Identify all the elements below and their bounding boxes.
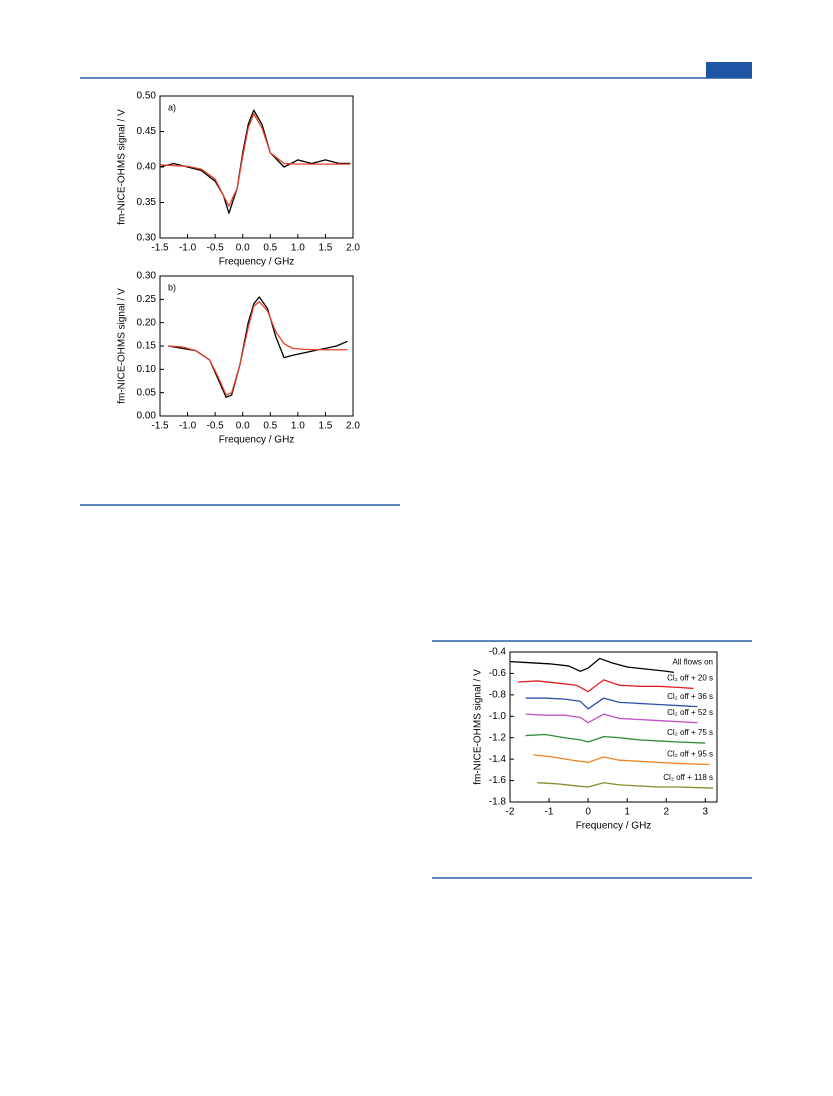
y-tick-label: 0.35 bbox=[137, 197, 157, 208]
y-tick-label: 0.20 bbox=[137, 317, 157, 328]
header-tab bbox=[706, 62, 752, 78]
trace-label: Cl₂ off + 52 s bbox=[667, 708, 713, 717]
trace-label: Cl₂ off + 36 s bbox=[667, 692, 713, 701]
trace-label: All flows on bbox=[673, 657, 713, 666]
x-tick-label: 2.0 bbox=[346, 421, 360, 432]
x-tick-label: 1 bbox=[624, 807, 630, 818]
plot-frame bbox=[509, 651, 718, 803]
x-tick-label: 0.0 bbox=[236, 243, 250, 254]
y-tick-label: -1.4 bbox=[489, 754, 507, 765]
data-line bbox=[509, 657, 675, 674]
y-tick-label: 0.40 bbox=[137, 162, 157, 173]
y-tick-label: 0.10 bbox=[137, 364, 157, 375]
data-line bbox=[537, 782, 714, 789]
trace-label: Cl₂ off + 75 s bbox=[667, 728, 713, 737]
x-tick-label: -1 bbox=[545, 807, 554, 818]
x-tick-label: -1.0 bbox=[179, 243, 197, 254]
y-axis-label: fm-NICE-OHMS signal / V bbox=[117, 109, 128, 225]
x-tick-label: 1.5 bbox=[318, 421, 332, 432]
y-axis-label: fm-NICE-OHMS signal / V bbox=[117, 288, 128, 404]
data-line bbox=[168, 301, 348, 396]
x-tick-label: 3 bbox=[703, 807, 709, 818]
x-axis-label: Frequency / GHz bbox=[576, 821, 652, 832]
trace-label: Cl₂ off + 118 s bbox=[663, 773, 713, 782]
x-tick-label: 0.5 bbox=[263, 243, 277, 254]
panel-label: a) bbox=[168, 102, 176, 112]
x-tick-label: 2 bbox=[663, 807, 669, 818]
plot-frame bbox=[159, 275, 354, 417]
x-tick-label: 0.5 bbox=[263, 421, 277, 432]
y-tick-label: -0.8 bbox=[489, 689, 507, 700]
data-line bbox=[525, 733, 706, 744]
x-tick-label: -1.5 bbox=[151, 243, 169, 254]
x-tick-label: 1.5 bbox=[318, 243, 332, 254]
trace-label: Cl₂ off + 20 s bbox=[667, 674, 713, 683]
data-line bbox=[533, 754, 710, 766]
y-tick-label: 0.05 bbox=[137, 387, 157, 398]
y-tick-label: -1.0 bbox=[489, 711, 507, 722]
x-tick-label: -1.5 bbox=[151, 421, 169, 432]
y-tick-label: 0.45 bbox=[137, 126, 157, 137]
y-tick-label: -0.4 bbox=[489, 647, 507, 658]
x-axis-label: Frequency / GHz bbox=[219, 257, 295, 268]
x-tick-label: -0.5 bbox=[207, 243, 225, 254]
y-tick-label: 0.30 bbox=[137, 233, 157, 244]
x-axis-label: Frequency / GHz bbox=[219, 435, 295, 446]
data-line bbox=[159, 113, 351, 207]
y-tick-label: -1.6 bbox=[489, 775, 507, 786]
data-line bbox=[168, 296, 348, 398]
x-tick-label: -1.0 bbox=[179, 421, 197, 432]
y-tick-label: 0.50 bbox=[137, 91, 157, 102]
x-tick-label: 0.0 bbox=[236, 421, 250, 432]
y-tick-label: 0.25 bbox=[137, 294, 157, 305]
y-tick-label: -1.8 bbox=[489, 797, 507, 808]
y-tick-label: -0.6 bbox=[489, 668, 507, 679]
y-tick-label: 0.30 bbox=[137, 271, 157, 282]
data-line bbox=[517, 679, 694, 693]
y-tick-label: -1.2 bbox=[489, 732, 507, 743]
y-tick-label: 0.00 bbox=[137, 411, 157, 422]
trace-label: Cl₂ off + 95 s bbox=[667, 750, 713, 759]
x-tick-label: 1.0 bbox=[291, 243, 305, 254]
data-line bbox=[525, 713, 698, 724]
data-line bbox=[525, 697, 698, 710]
x-tick-label: 1.0 bbox=[291, 421, 305, 432]
x-tick-label: -2 bbox=[506, 807, 515, 818]
y-axis-label: fm-NICE-OHMS signal / V bbox=[473, 669, 484, 785]
x-tick-label: -0.5 bbox=[207, 421, 225, 432]
panel-label: b) bbox=[168, 282, 176, 292]
x-tick-label: 2.0 bbox=[346, 243, 360, 254]
y-tick-label: 0.15 bbox=[137, 341, 157, 352]
x-tick-label: 0 bbox=[585, 807, 591, 818]
data-line bbox=[159, 109, 351, 214]
